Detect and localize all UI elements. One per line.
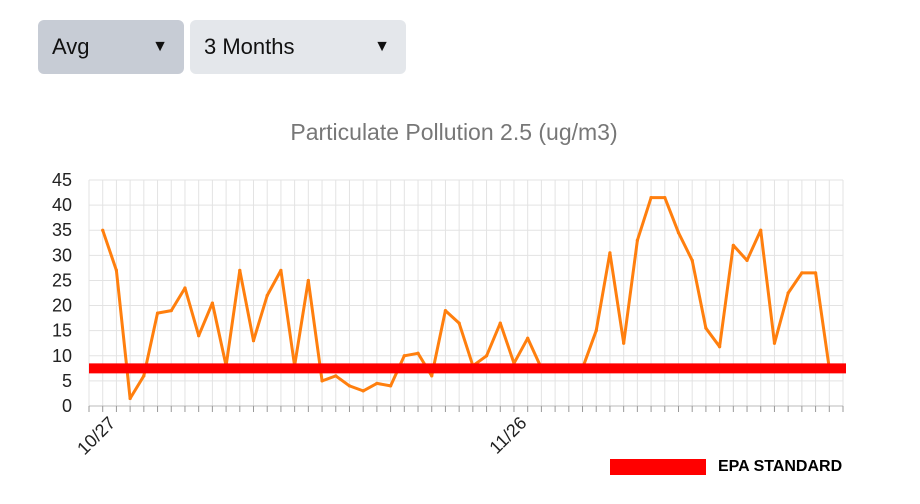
aggregation-select[interactable]: Avg ▼ [38,20,184,74]
data-point [197,334,201,338]
y-tick-label: 15 [52,321,72,341]
data-point [251,339,256,343]
data-point [663,195,667,200]
aggregation-select-value: Avg [52,34,90,59]
data-point [279,268,283,272]
range-select[interactable]: 3 Months ▼ [190,20,406,74]
data-point [800,271,804,275]
chevron-down-icon: ▼ [374,38,390,55]
y-tick-label: 0 [62,396,72,416]
data-point [334,374,338,378]
data-point [649,195,653,200]
series-line-pm25 [101,196,831,400]
data-point [402,354,406,358]
data-point [484,354,489,358]
data-point [704,326,708,330]
y-tick-label: 35 [52,220,72,240]
data-point [210,301,214,305]
data-point [347,384,352,388]
data-point [114,268,119,272]
data-point [443,308,448,313]
legend-label-epa-standard: EPA STANDARD [718,458,843,475]
x-tick-label: 11/26 [485,413,530,458]
data-point [389,384,393,388]
data-point [772,341,777,345]
data-point [690,258,694,262]
y-tick-label: 30 [52,245,72,265]
data-point [142,374,146,378]
data-point [608,251,612,255]
y-tick-label: 10 [52,346,72,366]
data-point [526,336,530,340]
y-tick-label: 45 [52,170,72,190]
data-point [786,291,790,295]
data-point [813,271,818,275]
y-tick-label: 40 [52,195,72,215]
chevron-down-icon: ▼ [152,38,168,55]
data-point [265,293,269,298]
data-point [676,231,681,235]
data-point [306,278,310,283]
chart-title: Particulate Pollution 2.5 (ug/m3) [290,119,617,145]
legend: EPA STANDARD [610,458,842,476]
data-point [731,243,735,247]
data-point [498,321,502,325]
data-point [183,286,187,290]
data-point [155,311,160,315]
data-point [718,345,722,349]
y-tick-label: 25 [52,270,72,290]
y-axis: 0 5 10 15 20 25 30 35 40 45 [52,170,72,416]
data-point [430,374,434,378]
data-point [745,258,749,262]
data-point [622,341,626,345]
data-point [101,228,105,232]
data-point [416,351,420,355]
data-point [169,308,173,313]
x-tick-label: 10/27 [73,413,119,459]
range-select-value: 3 Months [204,34,295,59]
data-point [128,396,132,401]
data-point [635,238,639,242]
data-point [594,329,598,333]
data-point [320,379,324,383]
data-point [457,321,461,325]
data-point [238,268,242,272]
y-tick-label: 5 [62,371,72,391]
legend-swatch-epa-standard [610,459,706,475]
y-tick-label: 20 [52,296,72,316]
x-axis: 10/27 11/26 [73,405,844,459]
data-point [375,381,379,385]
data-point [759,228,763,232]
data-point [361,389,365,393]
